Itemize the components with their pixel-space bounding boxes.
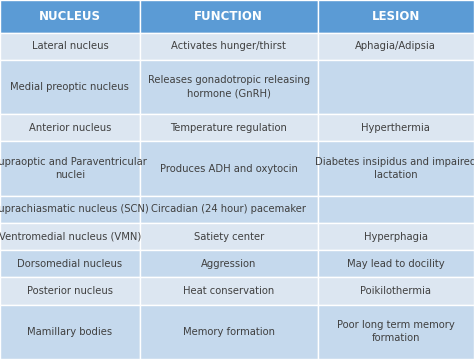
Bar [140,0,318,33]
Text: Aggression: Aggression [201,259,256,269]
Bar [0,196,140,223]
Text: Produces ADH and oxytocin: Produces ADH and oxytocin [160,164,298,174]
Bar [140,33,318,60]
Text: Hyperphagia: Hyperphagia [364,232,428,242]
Text: Supraoptic and Paraventricular
nuclei: Supraoptic and Paraventricular nuclei [0,157,147,180]
Bar [318,196,474,223]
Bar [0,33,140,60]
Text: Posterior nucleus: Posterior nucleus [27,286,113,296]
Text: Lateral nucleus: Lateral nucleus [32,41,108,51]
Text: Memory formation: Memory formation [182,327,275,337]
Bar [140,278,318,304]
Text: LESION: LESION [372,10,420,23]
Bar [318,304,474,359]
Bar [0,60,140,114]
Text: Medial preoptic nucleus: Medial preoptic nucleus [10,82,129,92]
Bar [318,278,474,304]
Bar [140,223,318,250]
Text: Suprachiasmatic nucleus (SCN): Suprachiasmatic nucleus (SCN) [0,204,148,214]
Bar [0,114,140,141]
Bar [318,250,474,278]
Bar [0,223,140,250]
Bar [0,141,140,196]
Text: Poor long term memory
formation: Poor long term memory formation [337,320,455,344]
Bar [318,60,474,114]
Bar [140,250,318,278]
Bar [0,0,140,33]
Text: Ventromedial nucleus (VMN): Ventromedial nucleus (VMN) [0,232,141,242]
Bar [318,223,474,250]
Bar [140,141,318,196]
Bar [318,0,474,33]
Text: Activates hunger/thirst: Activates hunger/thirst [171,41,286,51]
Bar [318,141,474,196]
Text: FUNCTION: FUNCTION [194,10,263,23]
Text: Anterior nucleus: Anterior nucleus [29,123,111,133]
Text: Satiety center: Satiety center [193,232,264,242]
Text: Releases gonadotropic releasing
hormone (GnRH): Releases gonadotropic releasing hormone … [147,75,310,99]
Text: Temperature regulation: Temperature regulation [170,123,287,133]
Text: Heat conservation: Heat conservation [183,286,274,296]
Text: Diabetes insipidus and impaired
lactation: Diabetes insipidus and impaired lactatio… [315,157,474,180]
Text: Dorsomedial nucleus: Dorsomedial nucleus [18,259,122,269]
Text: Circadian (24 hour) pacemaker: Circadian (24 hour) pacemaker [151,204,306,214]
Text: Mamillary bodies: Mamillary bodies [27,327,112,337]
Text: Poikilothermia: Poikilothermia [360,286,431,296]
Text: Aphagia/Adipsia: Aphagia/Adipsia [356,41,436,51]
Bar [0,278,140,304]
Bar [140,60,318,114]
Bar [140,114,318,141]
Bar [318,33,474,60]
Bar [0,304,140,359]
Bar [0,250,140,278]
Bar [318,114,474,141]
Bar [140,196,318,223]
Text: Hyperthermia: Hyperthermia [361,123,430,133]
Text: May lead to docility: May lead to docility [347,259,445,269]
Bar [140,304,318,359]
Text: NUCLEUS: NUCLEUS [39,10,101,23]
